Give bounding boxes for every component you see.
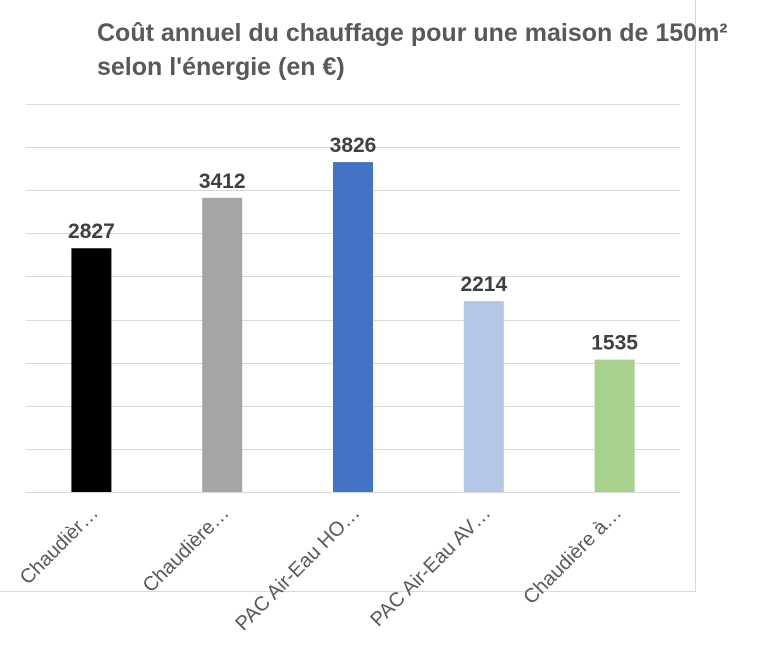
chart-title: Coût annuel du chauffage pour une maison… xyxy=(97,19,728,81)
x-tick-label: PAC Air-Eau HO… xyxy=(231,502,364,635)
x-tick-label: Chaudièr… xyxy=(16,502,103,589)
x-axis-tick-labels: Chaudièr… Chaudière…PAC Air-Eau HO… PAC Ai… xyxy=(16,502,626,635)
x-tick-label: PAC Air-Eau AV… xyxy=(366,502,495,631)
data-label: 2827 xyxy=(68,220,115,243)
data-label: 1535 xyxy=(591,332,638,355)
bar xyxy=(463,301,504,492)
data-label: 3412 xyxy=(199,170,246,193)
x-tick-label: Chaudière à… xyxy=(519,502,626,609)
data-labels: 2827 3412 3826 2214 1535 xyxy=(68,134,638,355)
bar xyxy=(71,248,112,492)
data-label: 2214 xyxy=(460,273,507,296)
bar xyxy=(333,162,373,493)
bar xyxy=(202,197,243,492)
x-tick-label: Chaudière… xyxy=(139,502,234,597)
data-label: 3826 xyxy=(330,134,377,157)
bars xyxy=(71,162,635,493)
chart-area xyxy=(0,0,696,592)
bar xyxy=(594,359,635,492)
